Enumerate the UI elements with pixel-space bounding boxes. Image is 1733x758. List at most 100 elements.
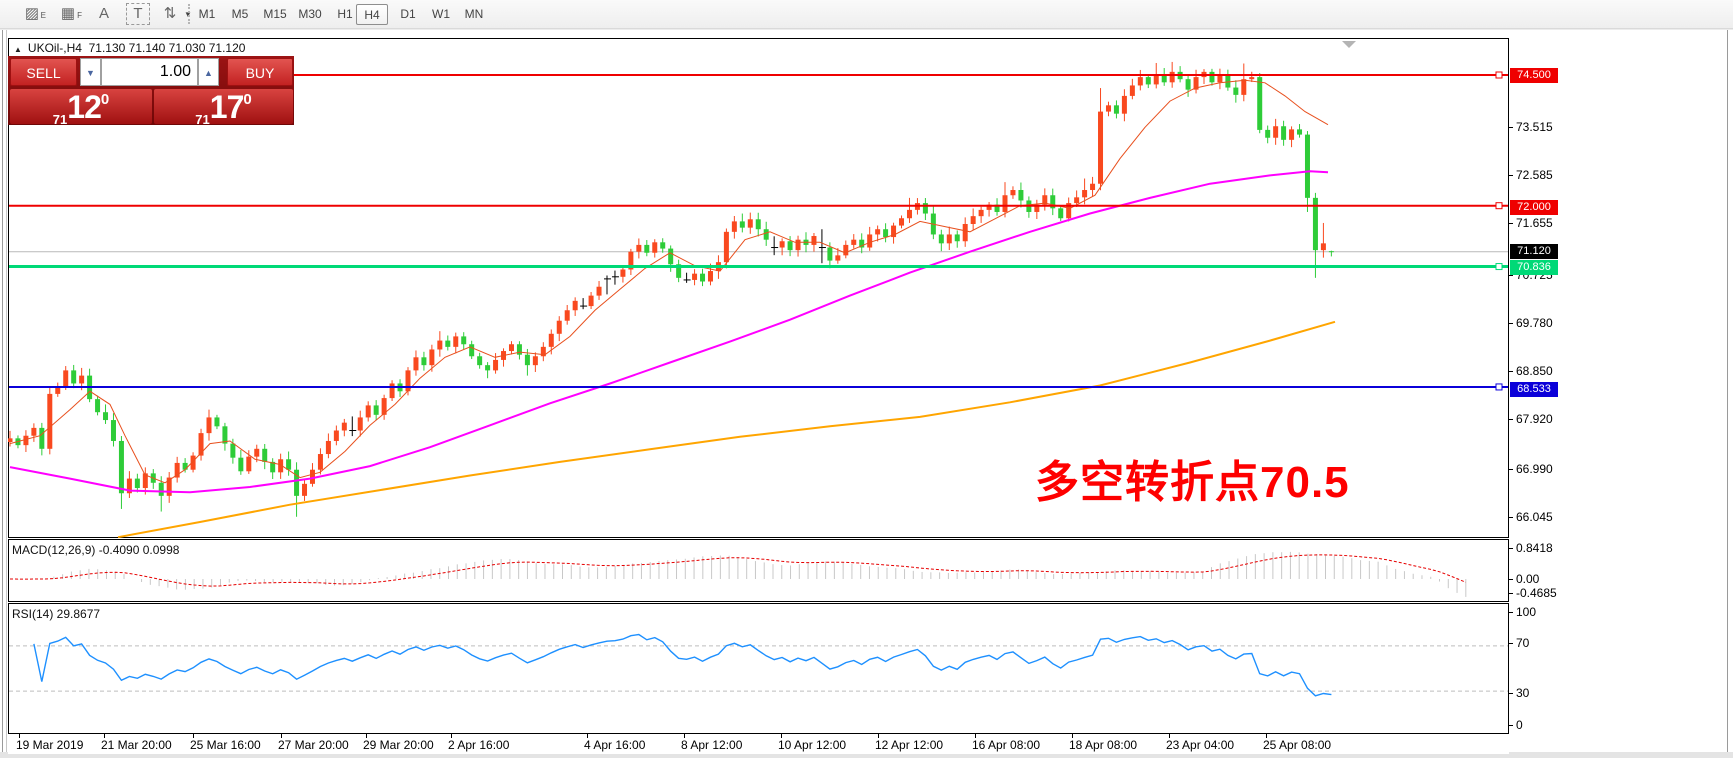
chart-shift-icon (1342, 41, 1356, 48)
time-tick-mark (1266, 734, 1267, 738)
time-tick-mark (366, 734, 367, 738)
timeframe-button-d1[interactable]: D1 (400, 7, 416, 21)
price-tick-label: 69.780 (1516, 316, 1553, 330)
timeframe-button-m5[interactable]: M5 (231, 7, 249, 21)
buy-button[interactable]: BUY (227, 58, 293, 86)
price-tick-label: 68.850 (1516, 364, 1553, 378)
ask-point: 0 (243, 91, 252, 108)
slow-ma-line (117, 320, 1336, 539)
ask-big-figure: 71 (195, 112, 210, 127)
candles-layer (8, 61, 1334, 517)
time-tick-label: 12 Apr 12:00 (875, 738, 944, 752)
time-tick-mark (104, 734, 105, 738)
timeframe-button-m15[interactable]: M15 (263, 7, 287, 21)
text-label-icon[interactable]: T (126, 3, 150, 25)
timeframe-button-h1[interactable]: H1 (337, 7, 353, 21)
time-tick-label: 2 Apr 16:00 (448, 738, 510, 752)
price-tick-mark (1509, 127, 1513, 128)
price-tick-mark (1509, 419, 1513, 420)
rsi-tick-label: 30 (1516, 686, 1530, 700)
timeframe-button-m1[interactable]: M1 (198, 7, 216, 21)
price-tick-mark (1509, 469, 1513, 470)
time-tick-label: 10 Apr 12:00 (778, 738, 847, 752)
window-bottom-strip (0, 752, 1733, 758)
timeframe-button-m30[interactable]: M30 (298, 7, 322, 21)
mid-ma-line (9, 170, 1329, 494)
price-tick-mark (1509, 323, 1513, 324)
time-tick-label: 21 Mar 20:00 (101, 738, 172, 752)
arrows-dropdown-icon[interactable]: ▼ (184, 10, 192, 19)
time-tick-label: 29 Mar 20:00 (363, 738, 434, 752)
equidistant-channel-icon[interactable]: ▨ E (24, 5, 46, 22)
time-tick-mark (281, 734, 282, 738)
volume-decrease-button[interactable]: ▼ (80, 58, 101, 86)
price-tick-mark (1509, 275, 1513, 276)
time-tick-mark (781, 734, 782, 738)
time-tick-mark (451, 734, 452, 738)
price-tick-mark (1509, 371, 1513, 372)
time-tick-label: 4 Apr 16:00 (584, 738, 646, 752)
rsi-tick-label: 100 (1516, 605, 1537, 619)
window-right-border (1727, 30, 1728, 756)
window-left-border (2, 30, 3, 756)
time-tick-mark (684, 734, 685, 738)
time-tick-mark (975, 734, 976, 738)
price-tick-mark (1509, 223, 1513, 224)
time-tick-mark (1072, 734, 1073, 738)
time-tick-label: 18 Apr 08:00 (1069, 738, 1138, 752)
time-axis[interactable]: 19 Mar 2019 21 Mar 20:00 25 Mar 16:00 27 Ma… (8, 734, 1509, 754)
price-axis[interactable]: 73.515 72.585 71.655 70.725 69.780 68.850 67.9… (1509, 38, 1727, 734)
time-tick-label: 25 Apr 08:00 (1263, 738, 1332, 752)
bid-pips: 12 (67, 89, 102, 125)
time-tick-mark (587, 734, 588, 738)
macd-tick-label: 0.8418 (1516, 541, 1553, 555)
bid-price-display[interactable]: 71120 (10, 89, 152, 127)
window-left-border-inner (6, 30, 7, 756)
toolbar-separator (188, 4, 192, 24)
price-tick-label: 72.585 (1516, 168, 1553, 182)
macd-label: MACD(12,26,9) -0.4090 0.0998 (12, 543, 180, 557)
bid-big-figure: 71 (52, 112, 68, 127)
macd-tick-label: 0.00 (1516, 572, 1540, 586)
rsi-tick-mark (1509, 643, 1513, 644)
price-tick-mark (1509, 517, 1513, 518)
timeframe-button-mn[interactable]: MN (464, 7, 484, 21)
price-tick-label: 67.920 (1516, 412, 1553, 426)
macd-tick-mark (1509, 579, 1513, 580)
symbol-timeframe: UKOil-,H4 (27, 41, 82, 55)
chart-header: ▲ UKOil-,H4 71.130 71.140 71.030 71.120 (14, 41, 245, 55)
rsi-line (33, 633, 1332, 697)
sell-button[interactable]: SELL (10, 58, 77, 86)
time-tick-label: 25 Mar 16:00 (190, 738, 261, 752)
price-label-box-68.533: 68.533 (1510, 382, 1558, 397)
time-tick-label: 23 Apr 04:00 (1166, 738, 1235, 752)
macd-signal-line (9, 554, 1467, 587)
time-tick-mark (19, 734, 20, 738)
price-label-box-71.120: 71.120 (1510, 244, 1558, 259)
time-tick-mark (878, 734, 879, 738)
price-tick-label: 71.655 (1516, 216, 1553, 230)
time-tick-label: 19 Mar 2019 (16, 738, 84, 752)
ohlc-readout: 71.130 71.140 71.030 71.120 (88, 41, 246, 55)
timeframe-button-h4[interactable]: H4 (356, 4, 388, 25)
price-chart[interactable] (8, 38, 1509, 734)
fibonacci-retracement-icon[interactable]: ▦ F (60, 5, 82, 22)
rsi-tick-mark (1509, 612, 1513, 613)
ask-price-display[interactable]: 71170 (154, 89, 293, 127)
volume-increase-button[interactable]: ▲ (198, 58, 219, 86)
time-tick-label: 8 Apr 12:00 (681, 738, 743, 752)
rsi-tick-mark (1509, 693, 1513, 694)
text-icon[interactable]: A (98, 5, 109, 22)
price-label-box-70.836: 70.836 (1510, 260, 1558, 275)
price-tick-mark (1509, 175, 1513, 176)
volume-input[interactable] (101, 58, 198, 86)
time-tick-label: 27 Mar 20:00 (278, 738, 349, 752)
bid-point: 0 (100, 91, 110, 108)
arrows-icon[interactable]: ⇅ (163, 5, 177, 22)
rsi-label: RSI(14) 29.8677 (12, 607, 101, 621)
rsi-tick-mark (1509, 725, 1513, 726)
timeframe-button-w1[interactable]: W1 (432, 7, 450, 21)
collapse-panel-icon[interactable]: ▲ (14, 45, 22, 54)
macd-tick-mark (1509, 548, 1513, 549)
